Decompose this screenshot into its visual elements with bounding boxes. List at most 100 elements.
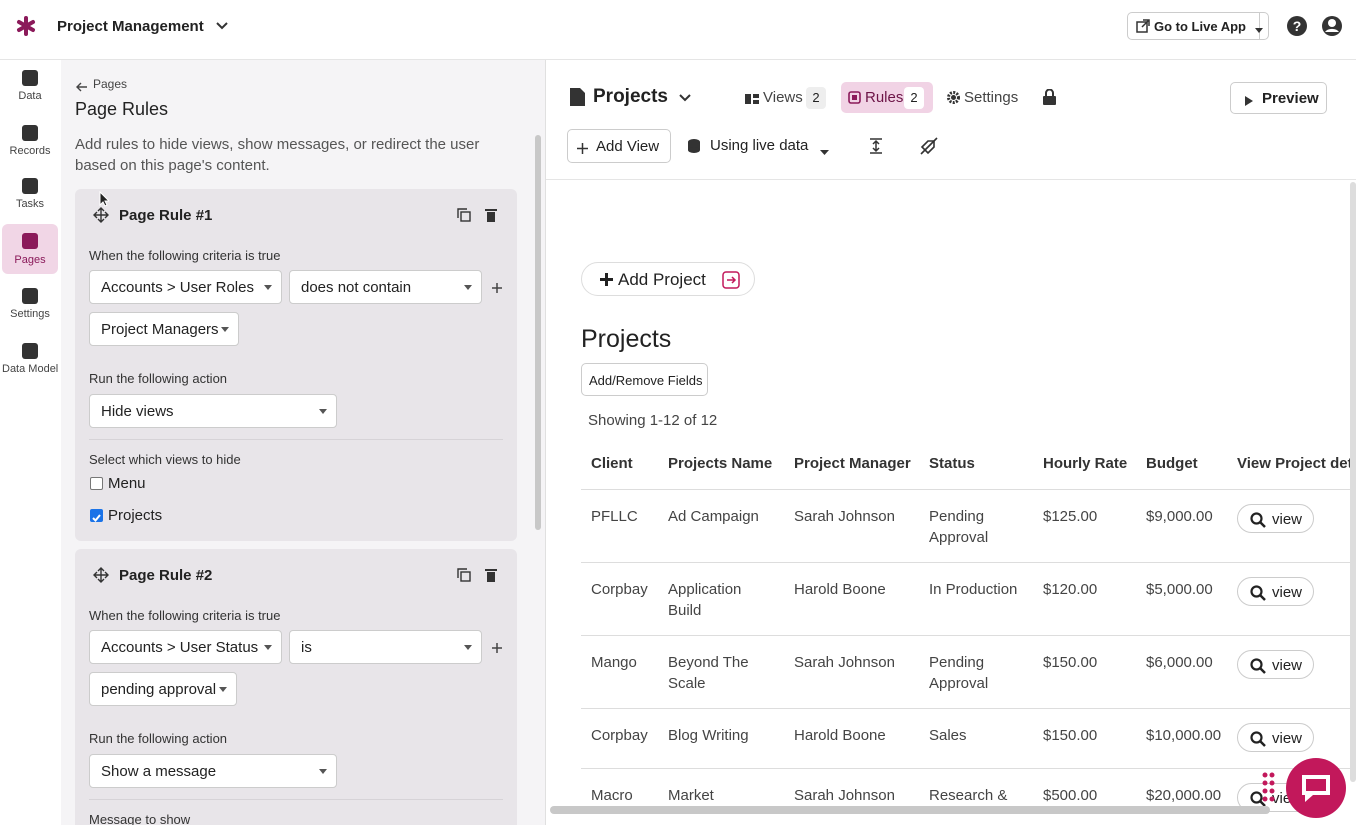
- view-option[interactable]: Menu: [108, 475, 146, 492]
- go-live-label[interactable]: Go to Live App: [1154, 19, 1246, 34]
- live-data-toggle[interactable]: Using live data: [710, 137, 809, 154]
- lock-icon[interactable]: [1043, 88, 1056, 105]
- delete-icon[interactable]: [485, 568, 497, 582]
- nav-item[interactable]: Records: [2, 123, 58, 173]
- app-menu-caret[interactable]: [215, 19, 229, 33]
- settings-tab[interactable]: Settings: [964, 89, 1019, 106]
- views-icon[interactable]: [745, 92, 759, 104]
- nav-icon: [20, 123, 40, 143]
- height-icon[interactable]: [869, 138, 883, 154]
- page-caret[interactable]: [678, 91, 692, 103]
- drag-handle[interactable]: [93, 567, 109, 583]
- field-select[interactable]: Accounts > User Status: [89, 630, 282, 664]
- operator-select[interactable]: is: [289, 630, 482, 664]
- rules-tab[interactable]: Rules: [865, 89, 904, 106]
- view-button[interactable]: view: [1237, 650, 1314, 679]
- table-cell: Application Build: [668, 581, 742, 619]
- table-cell: Market: [668, 787, 714, 804]
- column-header: Status: [929, 455, 975, 472]
- view-button[interactable]: view: [1237, 577, 1314, 606]
- logo: [15, 15, 37, 37]
- row-separator: [581, 489, 1356, 490]
- add-view-label[interactable]: Add View: [596, 138, 660, 155]
- divider: [89, 439, 503, 440]
- copy-icon[interactable]: [457, 568, 471, 582]
- views-tab[interactable]: Views: [763, 89, 803, 106]
- live-data-caret[interactable]: [820, 143, 829, 155]
- column-header: Projects Name: [668, 455, 773, 472]
- nav-label[interactable]: Pages: [14, 254, 46, 266]
- add-criteria[interactable]: [491, 281, 503, 293]
- page-name[interactable]: Projects: [593, 86, 668, 107]
- operator-select[interactable]: does not contain: [289, 270, 482, 304]
- checkbox[interactable]: [90, 477, 103, 490]
- nav-item[interactable]: Tasks: [2, 176, 58, 226]
- action-select[interactable]: Hide views: [89, 394, 337, 428]
- settings-icon[interactable]: [947, 91, 960, 104]
- view-label[interactable]: view: [1272, 584, 1303, 601]
- table-cell: Research &: [929, 787, 1008, 804]
- nav-item[interactable]: Pages: [2, 224, 58, 274]
- nav-item[interactable]: Settings: [2, 286, 58, 336]
- drag-handle[interactable]: [93, 207, 109, 223]
- view-label[interactable]: view: [1272, 511, 1303, 528]
- view-label[interactable]: view: [1272, 730, 1303, 747]
- add-project-button[interactable]: Add Project: [581, 262, 755, 296]
- user-icon[interactable]: [1321, 15, 1343, 37]
- link-icon: [722, 271, 740, 289]
- column-header: Hourly Rate: [1043, 455, 1128, 472]
- nav-item[interactable]: Data Model: [2, 341, 58, 391]
- copy-icon[interactable]: [457, 208, 471, 222]
- toolbar-border: [546, 179, 1356, 180]
- nav-label[interactable]: Data: [18, 90, 42, 102]
- nav-label[interactable]: Records: [9, 145, 51, 157]
- table-cell: Sarah Johnson: [794, 654, 895, 671]
- preview-button[interactable]: Preview: [1230, 82, 1327, 114]
- column-header: Client: [591, 455, 633, 472]
- search-icon: [1250, 512, 1266, 528]
- preview-heading: Projects: [581, 325, 672, 353]
- h-scrollbar: [550, 806, 1270, 814]
- back-link[interactable]: Pages: [93, 77, 128, 91]
- hide-icon[interactable]: [920, 137, 938, 155]
- value-select[interactable]: pending approval: [89, 672, 237, 706]
- nav-icon: [20, 231, 40, 251]
- views-count: 2: [806, 87, 826, 109]
- back-arrow[interactable]: [76, 79, 88, 92]
- chat-icon[interactable]: [1299, 772, 1333, 804]
- search-icon: [1250, 731, 1266, 747]
- add-view-button[interactable]: Add View: [567, 129, 671, 163]
- view-label[interactable]: view: [1272, 657, 1303, 674]
- table-cell: Harold Boone: [794, 581, 886, 598]
- nav-label[interactable]: Tasks: [15, 198, 45, 210]
- go-live-button[interactable]: Go to Live App: [1127, 12, 1269, 40]
- panel-description: Add rules to hide views, show messages, …: [75, 136, 480, 174]
- action-label: Run the following action: [89, 731, 228, 746]
- database-icon[interactable]: [688, 139, 700, 153]
- help-icon[interactable]: ?: [1286, 15, 1308, 37]
- go-live-caret[interactable]: [1254, 22, 1264, 33]
- delete-icon[interactable]: [485, 208, 497, 222]
- rules-icon[interactable]: [848, 91, 861, 104]
- table-cell: $150.00: [1043, 727, 1098, 744]
- view-option[interactable]: Projects: [108, 507, 163, 524]
- view-button[interactable]: view: [1237, 504, 1314, 533]
- nav-label[interactable]: Settings: [10, 308, 50, 320]
- divider: [89, 799, 503, 800]
- add-project-label[interactable]: Add Project: [618, 270, 706, 289]
- row-separator: [581, 708, 1356, 709]
- add-remove-fields[interactable]: Add/Remove Fields: [581, 363, 708, 396]
- nav-item[interactable]: Data: [2, 68, 58, 118]
- cursor: [99, 190, 111, 207]
- app-title[interactable]: Project Management: [57, 18, 204, 35]
- table-cell: Mango: [591, 654, 637, 671]
- field-select[interactable]: Accounts > User Roles: [89, 270, 282, 304]
- criteria-label: When the following criteria is true: [89, 608, 281, 623]
- add-criteria[interactable]: [491, 641, 503, 653]
- table-cell: Ad Campaign: [668, 508, 759, 525]
- view-button[interactable]: view: [1237, 723, 1314, 752]
- action-select[interactable]: Show a message: [89, 754, 337, 788]
- nav-label[interactable]: Data Model: [2, 363, 59, 375]
- preview-label[interactable]: Preview: [1262, 90, 1319, 107]
- value-select[interactable]: Project Managers: [89, 312, 239, 346]
